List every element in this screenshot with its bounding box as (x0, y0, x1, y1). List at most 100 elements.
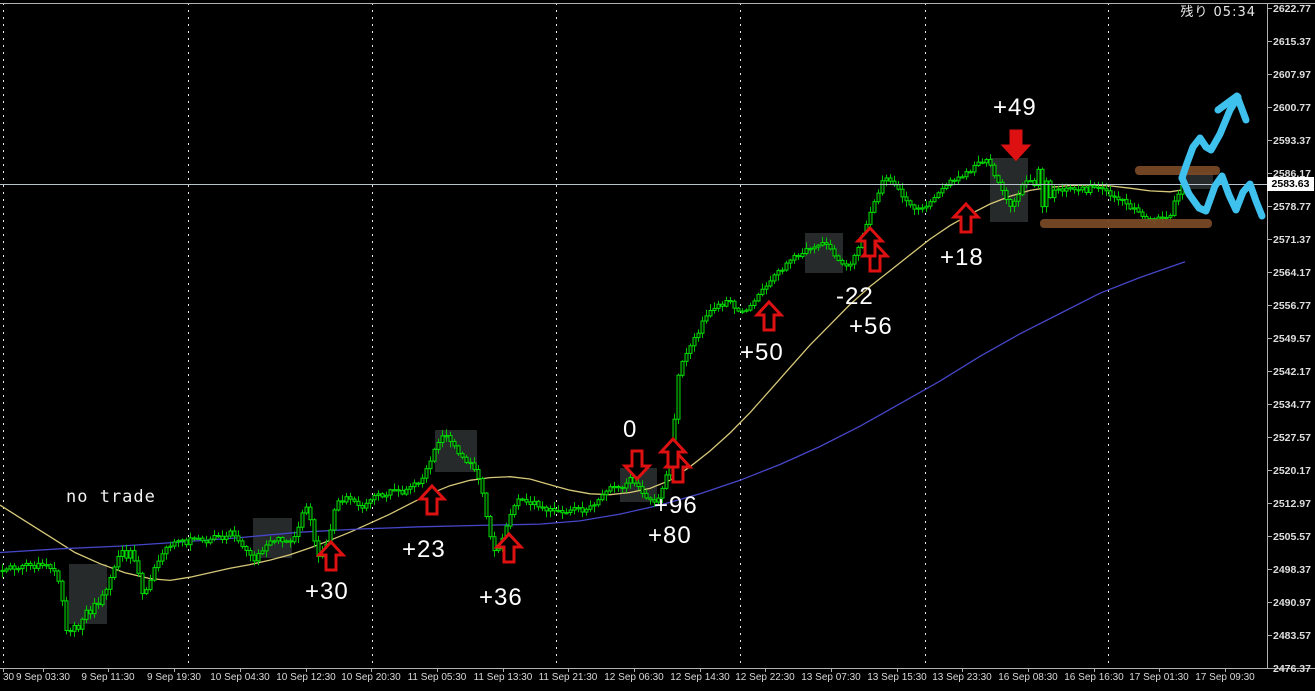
price-axis-label[interactable]: 2615.37 (1273, 36, 1311, 48)
grid-group (0, 3, 1315, 672)
price-axis-label[interactable]: 2512.97 (1273, 498, 1311, 510)
candle-body (564, 512, 569, 515)
candle-body (956, 176, 961, 182)
candle-body (404, 488, 409, 495)
price-axis-label[interactable]: 2571.37 (1273, 234, 1311, 246)
price-axis-label[interactable]: 2607.97 (1273, 69, 1311, 81)
candle-body (268, 540, 273, 546)
candle-body (276, 537, 281, 542)
candle-body (1084, 186, 1089, 194)
candle-body (1056, 188, 1061, 191)
candle-body (1132, 207, 1137, 210)
candle-body (1004, 190, 1009, 201)
candle-body (1128, 203, 1133, 210)
price-axis-label[interactable]: 2578.77 (1273, 201, 1311, 213)
price-axis-label[interactable]: 2600.77 (1273, 102, 1311, 114)
price-axis-label[interactable]: 2476.37 (1273, 663, 1311, 675)
price-axis-label[interactable]: 2483.57 (1273, 630, 1311, 642)
price-axis-label[interactable]: 2556.77 (1273, 300, 1311, 312)
candle-body (560, 510, 565, 514)
time-axis-label[interactable]: 30 (3, 672, 15, 683)
price-axis-label[interactable]: 2498.37 (1273, 564, 1311, 576)
time-axis-label[interactable]: 11 Sep 13:30 (473, 672, 533, 683)
candle-body (4, 568, 9, 572)
candle-body (760, 288, 765, 295)
time-axis-label[interactable]: 16 Sep 08:30 (998, 672, 1058, 683)
time-axis-label[interactable]: 17 Sep 01:30 (1129, 672, 1189, 683)
time-axis-label[interactable]: 9 Sep 19:30 (147, 672, 201, 683)
candle-body (108, 577, 113, 590)
candle-body (1068, 187, 1073, 190)
candle-body (56, 570, 61, 582)
time-axis-label[interactable]: 12 Sep 22:30 (735, 672, 795, 683)
time-axis-label[interactable]: 16 Sep 16:30 (1064, 672, 1124, 683)
candle-body (764, 285, 769, 290)
candle-body (212, 535, 217, 540)
candle-body (80, 618, 85, 630)
candle-body (288, 540, 293, 543)
candle-body (1124, 198, 1129, 205)
price-axis-label[interactable]: 2527.57 (1273, 432, 1311, 444)
arrow-plus96-80-up-icon (657, 436, 689, 469)
candle-body (716, 303, 721, 309)
candle-body (8, 565, 13, 570)
time-axis-label[interactable]: 11 Sep 21:30 (538, 672, 598, 683)
candle-body (736, 307, 741, 312)
trade-result-annotation: +80 (648, 522, 692, 549)
candle-body (260, 550, 265, 555)
time-axis-label[interactable]: 12 Sep 06:30 (604, 672, 664, 683)
time-axis-label[interactable]: 10 Sep 20:30 (341, 672, 401, 683)
candle-body (88, 609, 93, 615)
price-axis-label[interactable]: 2622.77 (1273, 3, 1311, 15)
candle-body (408, 486, 413, 490)
candle-body (84, 609, 89, 620)
candle-body (444, 435, 449, 438)
price-axis-label[interactable]: 2542.17 (1273, 366, 1311, 378)
candle-body (780, 269, 785, 272)
time-axis-label[interactable]: 12 Sep 14:30 (670, 672, 730, 683)
candle-body (124, 550, 129, 559)
time-axis-label[interactable]: 9 Sep 03:30 (16, 672, 70, 683)
candle-body (1036, 168, 1041, 187)
time-axis-label[interactable]: 13 Sep 23:30 (932, 672, 992, 683)
time-axis-label[interactable]: 17 Sep 09:30 (1195, 672, 1255, 683)
candle-body (272, 540, 277, 543)
time-axis-label[interactable]: 13 Sep 07:30 (801, 672, 861, 683)
price-axis-label[interactable]: 2564.17 (1273, 267, 1311, 279)
candle-body (640, 486, 645, 494)
candle-body (840, 259, 845, 265)
candle-body (1072, 187, 1077, 191)
candle-body (932, 197, 937, 203)
candle-body (740, 310, 745, 313)
price-axis-label[interactable]: 2490.97 (1273, 597, 1311, 609)
price-axis-label[interactable]: 2520.17 (1273, 465, 1311, 477)
trade-result-annotation: 0 (623, 416, 638, 443)
candle-body (248, 550, 253, 556)
candle-body (676, 374, 681, 420)
candle-body (68, 630, 73, 633)
time-axis-label[interactable]: 9 Sep 11:30 (81, 672, 135, 683)
price-axis-label[interactable]: 2549.57 (1273, 333, 1311, 345)
price-axis-label[interactable]: 2505.57 (1273, 531, 1311, 543)
candle-body (1092, 185, 1097, 188)
candle-body (176, 540, 181, 543)
price-axis-label[interactable]: 2593.37 (1273, 135, 1311, 147)
time-axis-label[interactable]: 10 Sep 04:30 (210, 672, 270, 683)
price-axis-label[interactable]: 2534.77 (1273, 399, 1311, 411)
candle-body (704, 315, 709, 322)
time-axis-label[interactable]: 13 Sep 15:30 (867, 672, 927, 683)
time-axis-label[interactable]: 11 Sep 05:30 (407, 672, 467, 683)
candle-body (452, 440, 457, 447)
candle-body (588, 505, 593, 510)
candle-body (652, 499, 657, 503)
candle-body (72, 624, 77, 632)
candle-body (848, 263, 853, 267)
candle-body (888, 177, 893, 182)
candle-body (768, 280, 773, 287)
candle-body (152, 567, 157, 581)
candle-body (416, 482, 421, 485)
trade-result-annotation: +50 (740, 339, 784, 366)
candle-body (132, 550, 137, 562)
time-axis-label[interactable]: 10 Sep 12:30 (276, 672, 336, 683)
